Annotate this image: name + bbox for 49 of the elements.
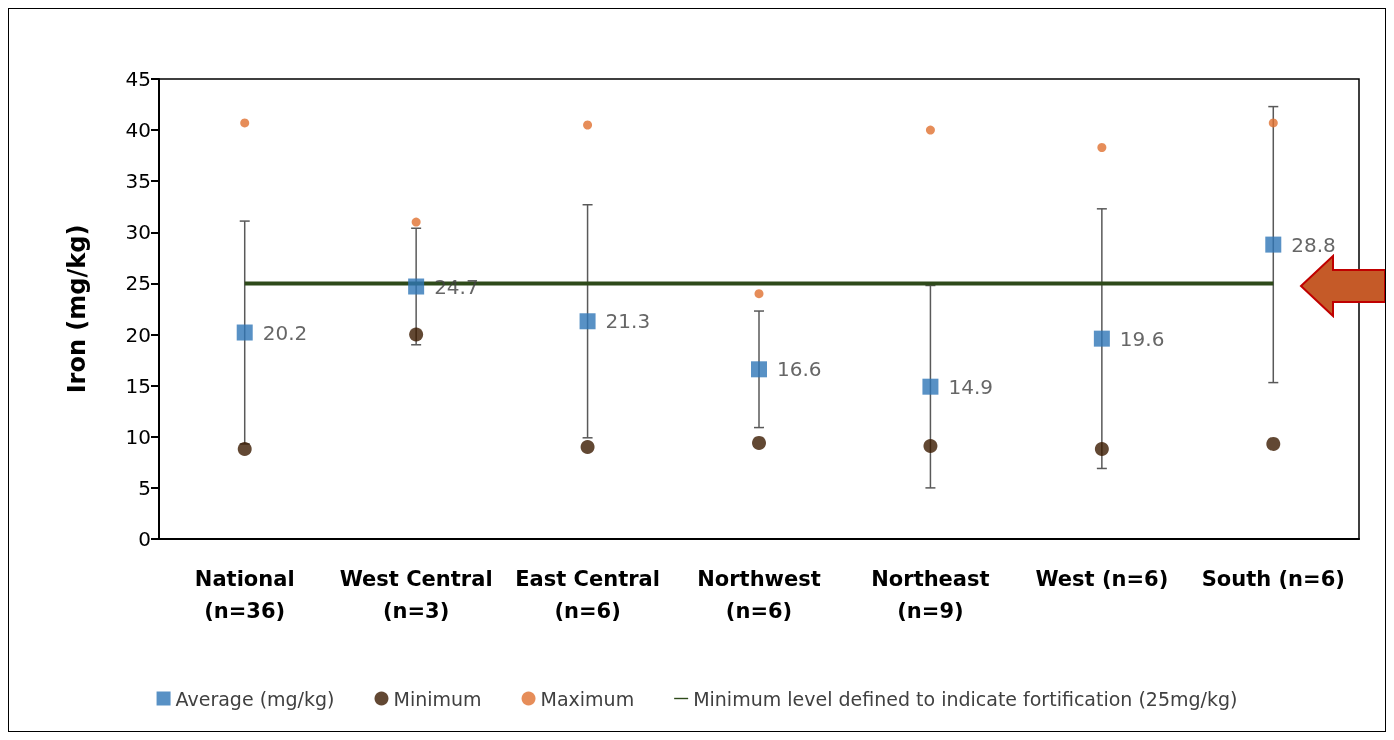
x-tick-label: West Central (n=3) bbox=[339, 567, 493, 623]
point bbox=[752, 435, 766, 450]
legend-label: Minimum level defined to indicate fortification (25mg/kg) bbox=[693, 687, 1238, 710]
x-tick-label: South (n=6) bbox=[1201, 567, 1345, 591]
point bbox=[754, 289, 764, 299]
legend-label: Average (mg/kg) bbox=[175, 687, 335, 710]
y-tick-label: 15 bbox=[125, 373, 151, 398]
y-tick-label: 20 bbox=[125, 322, 151, 347]
y-tick-label: 10 bbox=[125, 424, 151, 449]
point bbox=[1094, 442, 1109, 457]
point bbox=[1265, 236, 1282, 253]
y-tick-label: 35 bbox=[125, 169, 151, 194]
y-tick-label: 5 bbox=[138, 475, 151, 500]
y-tick-label: 40 bbox=[125, 118, 151, 143]
data-label: 19.6 bbox=[1119, 326, 1165, 351]
data-label: 28.8 bbox=[1291, 232, 1336, 257]
x-tick-label: Northeast (n=9) bbox=[871, 567, 990, 623]
point bbox=[411, 217, 421, 227]
point bbox=[1268, 118, 1278, 128]
x-tick-label: West (n=6) bbox=[1035, 567, 1169, 591]
point bbox=[580, 440, 595, 454]
legend-label: Minimum bbox=[393, 687, 482, 710]
y-tick-label: 45 bbox=[125, 67, 151, 91]
y-axis-title: Iron (mg/kg) bbox=[63, 224, 91, 394]
point bbox=[583, 120, 593, 130]
point bbox=[579, 313, 596, 330]
x-tick-label: East Central (n=6) bbox=[515, 567, 660, 623]
point bbox=[751, 361, 767, 378]
point bbox=[925, 125, 935, 135]
data-label: 16.6 bbox=[777, 357, 822, 382]
point bbox=[408, 278, 425, 295]
point bbox=[240, 118, 250, 128]
point bbox=[922, 378, 939, 395]
point bbox=[237, 442, 252, 457]
data-label: 21.3 bbox=[605, 309, 651, 334]
point bbox=[1093, 330, 1110, 347]
y-tick-label: 30 bbox=[125, 220, 151, 245]
x-tick-label: National (n=36) bbox=[194, 567, 295, 623]
legend-label: Maximum bbox=[540, 687, 635, 710]
y-tick-label: 0 bbox=[138, 527, 151, 551]
data-label: 14.9 bbox=[948, 374, 993, 399]
point bbox=[236, 324, 253, 341]
data-label: 20.2 bbox=[262, 320, 308, 345]
x-tick-label: Northwest (n=6) bbox=[697, 567, 821, 623]
point bbox=[923, 438, 938, 453]
point bbox=[409, 327, 424, 342]
point bbox=[1097, 142, 1107, 152]
point bbox=[1266, 436, 1281, 451]
y-tick-label: 25 bbox=[125, 271, 151, 296]
